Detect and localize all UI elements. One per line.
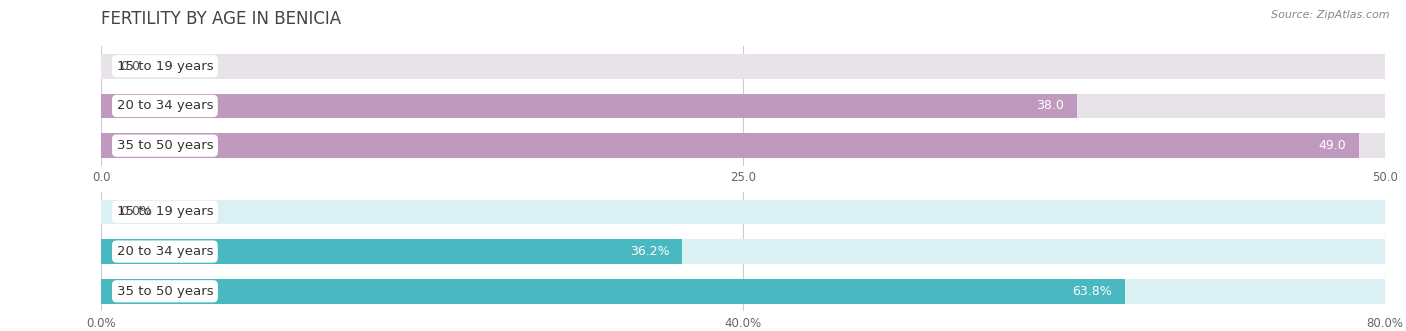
Text: 35 to 50 years: 35 to 50 years — [117, 139, 214, 152]
Text: 63.8%: 63.8% — [1073, 285, 1112, 298]
Bar — [101, 133, 1385, 158]
Bar — [101, 279, 1125, 304]
Bar — [101, 94, 1077, 118]
Bar — [101, 94, 1385, 118]
Bar — [101, 239, 682, 264]
Bar — [101, 200, 1385, 224]
Bar — [101, 133, 1360, 158]
Text: 15 to 19 years: 15 to 19 years — [117, 205, 214, 218]
Text: Source: ZipAtlas.com: Source: ZipAtlas.com — [1271, 10, 1389, 20]
Text: 15 to 19 years: 15 to 19 years — [117, 60, 214, 73]
Text: 0.0%: 0.0% — [121, 205, 152, 218]
Text: 49.0: 49.0 — [1319, 139, 1347, 152]
Text: 20 to 34 years: 20 to 34 years — [117, 245, 214, 258]
Bar — [101, 279, 1385, 304]
Text: 20 to 34 years: 20 to 34 years — [117, 99, 214, 113]
Text: 35 to 50 years: 35 to 50 years — [117, 285, 214, 298]
Bar — [101, 54, 1385, 78]
Bar — [101, 239, 1385, 264]
Text: FERTILITY BY AGE IN BENICIA: FERTILITY BY AGE IN BENICIA — [101, 10, 342, 28]
Text: 36.2%: 36.2% — [630, 245, 669, 258]
Text: 38.0: 38.0 — [1036, 99, 1064, 113]
Text: 0.0: 0.0 — [121, 60, 141, 73]
